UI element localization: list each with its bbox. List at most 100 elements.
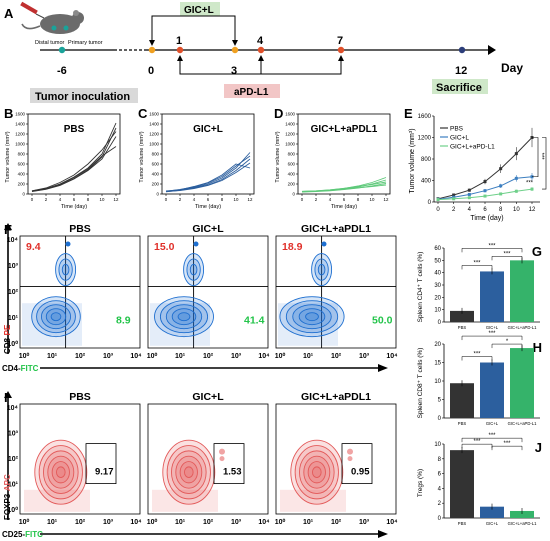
contour-blob — [51, 461, 70, 484]
x-tick-label: 10¹ — [303, 519, 314, 526]
cd4-percent: 41.4 — [244, 314, 265, 326]
tick-label: -6 — [57, 65, 67, 77]
y-tick-label: 1200 — [418, 136, 432, 142]
series-line — [31, 131, 117, 192]
significance-stars: *** — [488, 433, 496, 439]
panel-letter: H — [533, 340, 542, 355]
series-line — [301, 184, 387, 192]
significance-stars: *** — [473, 260, 481, 266]
x-tick-label: 10² — [331, 519, 342, 526]
flow-plot-title: PBS — [69, 223, 91, 235]
contour-blob — [317, 263, 326, 276]
x-tick-label: 10⁴ — [130, 353, 142, 360]
panel-letter: E — [404, 106, 413, 121]
y-tick-label: 1400 — [149, 122, 159, 127]
contour-blob — [31, 296, 81, 338]
legend-label: PBS — [450, 126, 464, 133]
x-tick-label: 8 — [87, 197, 90, 202]
flow-plot-title: PBS — [69, 391, 91, 403]
y-axis-label: Spleen CD8⁺ T cells (%) — [417, 348, 424, 419]
y-tick-label: 800 — [18, 152, 26, 157]
gic-label: GIC+L — [184, 5, 214, 16]
x-tick-label: 10⁰ — [147, 352, 158, 360]
y-axis-arrowhead — [4, 223, 12, 230]
contour-blob — [347, 448, 353, 455]
contour-blob — [279, 296, 345, 338]
x-tick-label: 10³ — [103, 519, 114, 526]
significance-stars: *** — [503, 251, 511, 257]
data-point — [499, 184, 503, 188]
y-tick-label: 4 — [438, 486, 442, 492]
significance-bracket — [491, 343, 523, 349]
contour-blob — [56, 466, 66, 478]
y-tick-label: 0 — [293, 192, 296, 197]
x-axis-label: CD4-FITC — [2, 364, 39, 373]
x-tick-label: GIC+L+aPD-L1 — [508, 421, 538, 426]
mouse-label-distal: Distal tumor — [35, 40, 65, 46]
data-point — [514, 152, 518, 156]
x-tick-label: 10³ — [231, 353, 242, 360]
x-tick-label: 10⁰ — [19, 518, 30, 526]
x-tick-label: 10⁰ — [275, 518, 286, 526]
panel-letter: G — [532, 244, 542, 259]
contour-blob — [177, 312, 191, 322]
y-tick-label: 1600 — [285, 112, 295, 117]
y-axis-label-marker: CD8- — [3, 335, 12, 354]
contour-blob — [162, 439, 216, 505]
bar — [480, 506, 504, 518]
y-axis-label: Tumor volume (mm³) — [409, 128, 416, 193]
y-tick-label: 20 — [434, 342, 441, 348]
x-tick-label: 4 — [59, 197, 62, 202]
contour-blob — [165, 304, 203, 330]
x-tick-label: 10¹ — [47, 353, 58, 360]
x-tick-label: 10¹ — [303, 353, 314, 360]
x-tick-label: 10² — [331, 353, 342, 360]
x-tick-label: 10⁰ — [275, 352, 286, 360]
contour-blob — [171, 450, 207, 494]
x-tick-label: 0 — [436, 207, 440, 213]
syringe-icon — [20, 1, 45, 19]
panel-letter: B — [4, 106, 13, 121]
apd-label-box — [224, 84, 280, 98]
contour-blob — [171, 308, 197, 326]
contour-blob — [159, 300, 209, 334]
x-tick-label: 6 — [343, 197, 346, 202]
data-point — [514, 176, 518, 180]
contour-blob — [347, 456, 353, 462]
data-point — [499, 167, 503, 171]
x-axis-label-marker: CD25- — [2, 530, 25, 539]
contour-blob — [321, 241, 327, 247]
x-tick-label: GIC+L+aPD-L1 — [508, 325, 538, 330]
y-tick-label: 20 — [434, 295, 441, 301]
y-tick-label: 1200 — [15, 132, 25, 137]
cd4-percent: 8.9 — [116, 314, 131, 326]
x-tick-label: 6 — [483, 207, 487, 213]
x-tick-label: 0 — [165, 197, 168, 202]
y-axis-label-fluor: APC — [3, 474, 12, 491]
legend-label: GIC+L+aPD-L1 — [450, 144, 495, 151]
y-tick-label: 0 — [428, 200, 432, 206]
y-tick-label: 0 — [438, 516, 442, 522]
x-tick-label: 10⁰ — [19, 352, 30, 360]
x-tick-label: 10² — [203, 353, 214, 360]
panel-b: B PBS 0 200 400 600 800 1000 1200 1400 1600 0 2 4 6 8 10… — [4, 106, 121, 210]
bar — [510, 260, 534, 322]
contour-blob — [166, 445, 211, 500]
y-tick-label: 10⁴ — [7, 405, 19, 412]
y-tick-label: 1400 — [285, 122, 295, 127]
x-tick-label: 4 — [329, 197, 332, 202]
series-line — [165, 158, 251, 193]
contour-blob — [298, 308, 326, 326]
y-tick-label: 10² — [8, 289, 19, 296]
contour-blob — [292, 304, 332, 330]
contour-blob — [154, 296, 214, 338]
y-tick-label: 10⁴ — [7, 237, 19, 244]
y-tick-label: 10³ — [8, 431, 19, 438]
y-tick-label: 800 — [288, 152, 296, 157]
x-tick-label: 12 — [529, 207, 536, 213]
significance-stars: *** — [488, 331, 496, 337]
x-tick-label: GIC+L — [486, 421, 499, 426]
contour-blob — [285, 300, 339, 334]
y-tick-label: 60 — [434, 246, 441, 252]
mouse-label-primary: Primary tumor — [68, 40, 103, 46]
